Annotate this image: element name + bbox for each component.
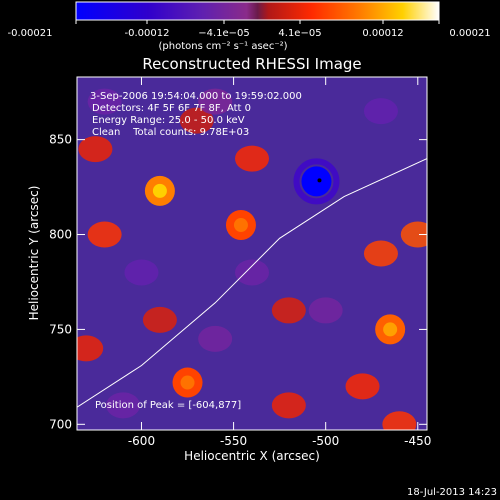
image-feature-core	[152, 183, 167, 198]
y-axis-label: Heliocentric Y (arcsec)	[27, 186, 41, 321]
image-feature-core	[233, 218, 248, 233]
image-plot: -600 -550 -500 -450 700 750 800 850	[49, 76, 431, 448]
info-time-range: 3-Sep-2006 19:54:04.000 to 19:59:02.000	[90, 91, 302, 102]
colorbar-tick-label: -0.00021	[8, 28, 53, 39]
image-texture-blob	[78, 136, 113, 163]
x-axis-ticks: -600 -550 -500 -450	[128, 77, 431, 448]
image-texture-blob	[271, 392, 306, 419]
info-block: 3-Sep-2006 19:54:04.000 to 19:59:02.000 …	[90, 91, 302, 138]
colorbar-tick-label: 0.00021	[449, 28, 490, 39]
image-texture-blob	[198, 88, 233, 115]
colorbar-gradient	[75, 1, 440, 21]
peak-position-label: Position of Peak = [-604,877]	[95, 400, 241, 411]
info-clean-counts: Clean Total counts: 9.78E+03	[92, 127, 249, 138]
y-tick-label: 700	[49, 417, 72, 431]
image-texture-blob	[345, 373, 380, 400]
image-feature-core	[383, 322, 398, 337]
image-texture-blob	[124, 259, 159, 286]
image-feature-halo	[293, 158, 340, 205]
x-tick-label: -500	[312, 434, 339, 448]
info-detectors: Detectors: 4F 5F 6F 7F 8F, Att 0	[92, 103, 251, 114]
image-texture-blob	[382, 411, 417, 430]
image-texture-blob	[235, 145, 269, 172]
image-texture-blob	[106, 392, 141, 419]
colorbar-tick-label: 0.00012	[362, 28, 403, 39]
plot-title: Reconstructed RHESSI Image	[142, 55, 361, 73]
image-texture-blob	[235, 259, 269, 286]
image-texture-blob	[87, 88, 122, 115]
colorbar-tick-label: −4.1e−05	[198, 28, 250, 39]
y-tick-label: 850	[49, 133, 72, 147]
y-tick-label: 750	[49, 322, 72, 336]
colorbar-unit-label: (photons cm⁻² s⁻¹ asec⁻²)	[158, 41, 287, 52]
x-axis-label: Heliocentric X (arcsec)	[184, 449, 320, 463]
colorbar-tick-label: 4.1e−05	[278, 28, 321, 39]
x-tick-label: -600	[128, 434, 155, 448]
colorbar-tick-label: -0.00012	[125, 28, 170, 39]
y-axis-ticks: 700 750 800 850	[49, 133, 427, 431]
peak-marker	[317, 178, 322, 183]
image-texture-blob	[198, 325, 233, 352]
image-texture-blob	[308, 297, 343, 324]
image-texture-blob	[271, 297, 306, 324]
plot-frame	[76, 76, 428, 431]
x-tick-label: -550	[220, 434, 247, 448]
image-texture-blob	[87, 221, 122, 248]
colorbar-ticks: -0.00021 -0.00012 −4.1e−05 4.1e−05 0.00012 0.…	[8, 20, 491, 39]
footer-timestamp: 18-Jul-2013 14:23	[407, 487, 497, 498]
image-texture-blob	[77, 335, 104, 362]
colorbar: -0.00021 -0.00012 −4.1e−05 4.1e−05 0.00012 0.…	[8, 1, 491, 52]
image-feature-core	[180, 375, 195, 390]
x-tick-label: -450	[404, 434, 431, 448]
solar-limb-line	[77, 158, 427, 408]
y-tick-label: 800	[49, 228, 72, 242]
image-texture-blob	[400, 221, 427, 248]
image-features	[77, 88, 427, 430]
image-texture-blob	[179, 107, 214, 134]
image-texture-blob	[363, 240, 398, 267]
image-texture-blob	[142, 306, 177, 333]
image-texture-blob	[363, 98, 398, 125]
info-energy-range: Energy Range: 25.0 - 50.0 keV	[92, 115, 245, 126]
image-feature	[301, 166, 332, 197]
